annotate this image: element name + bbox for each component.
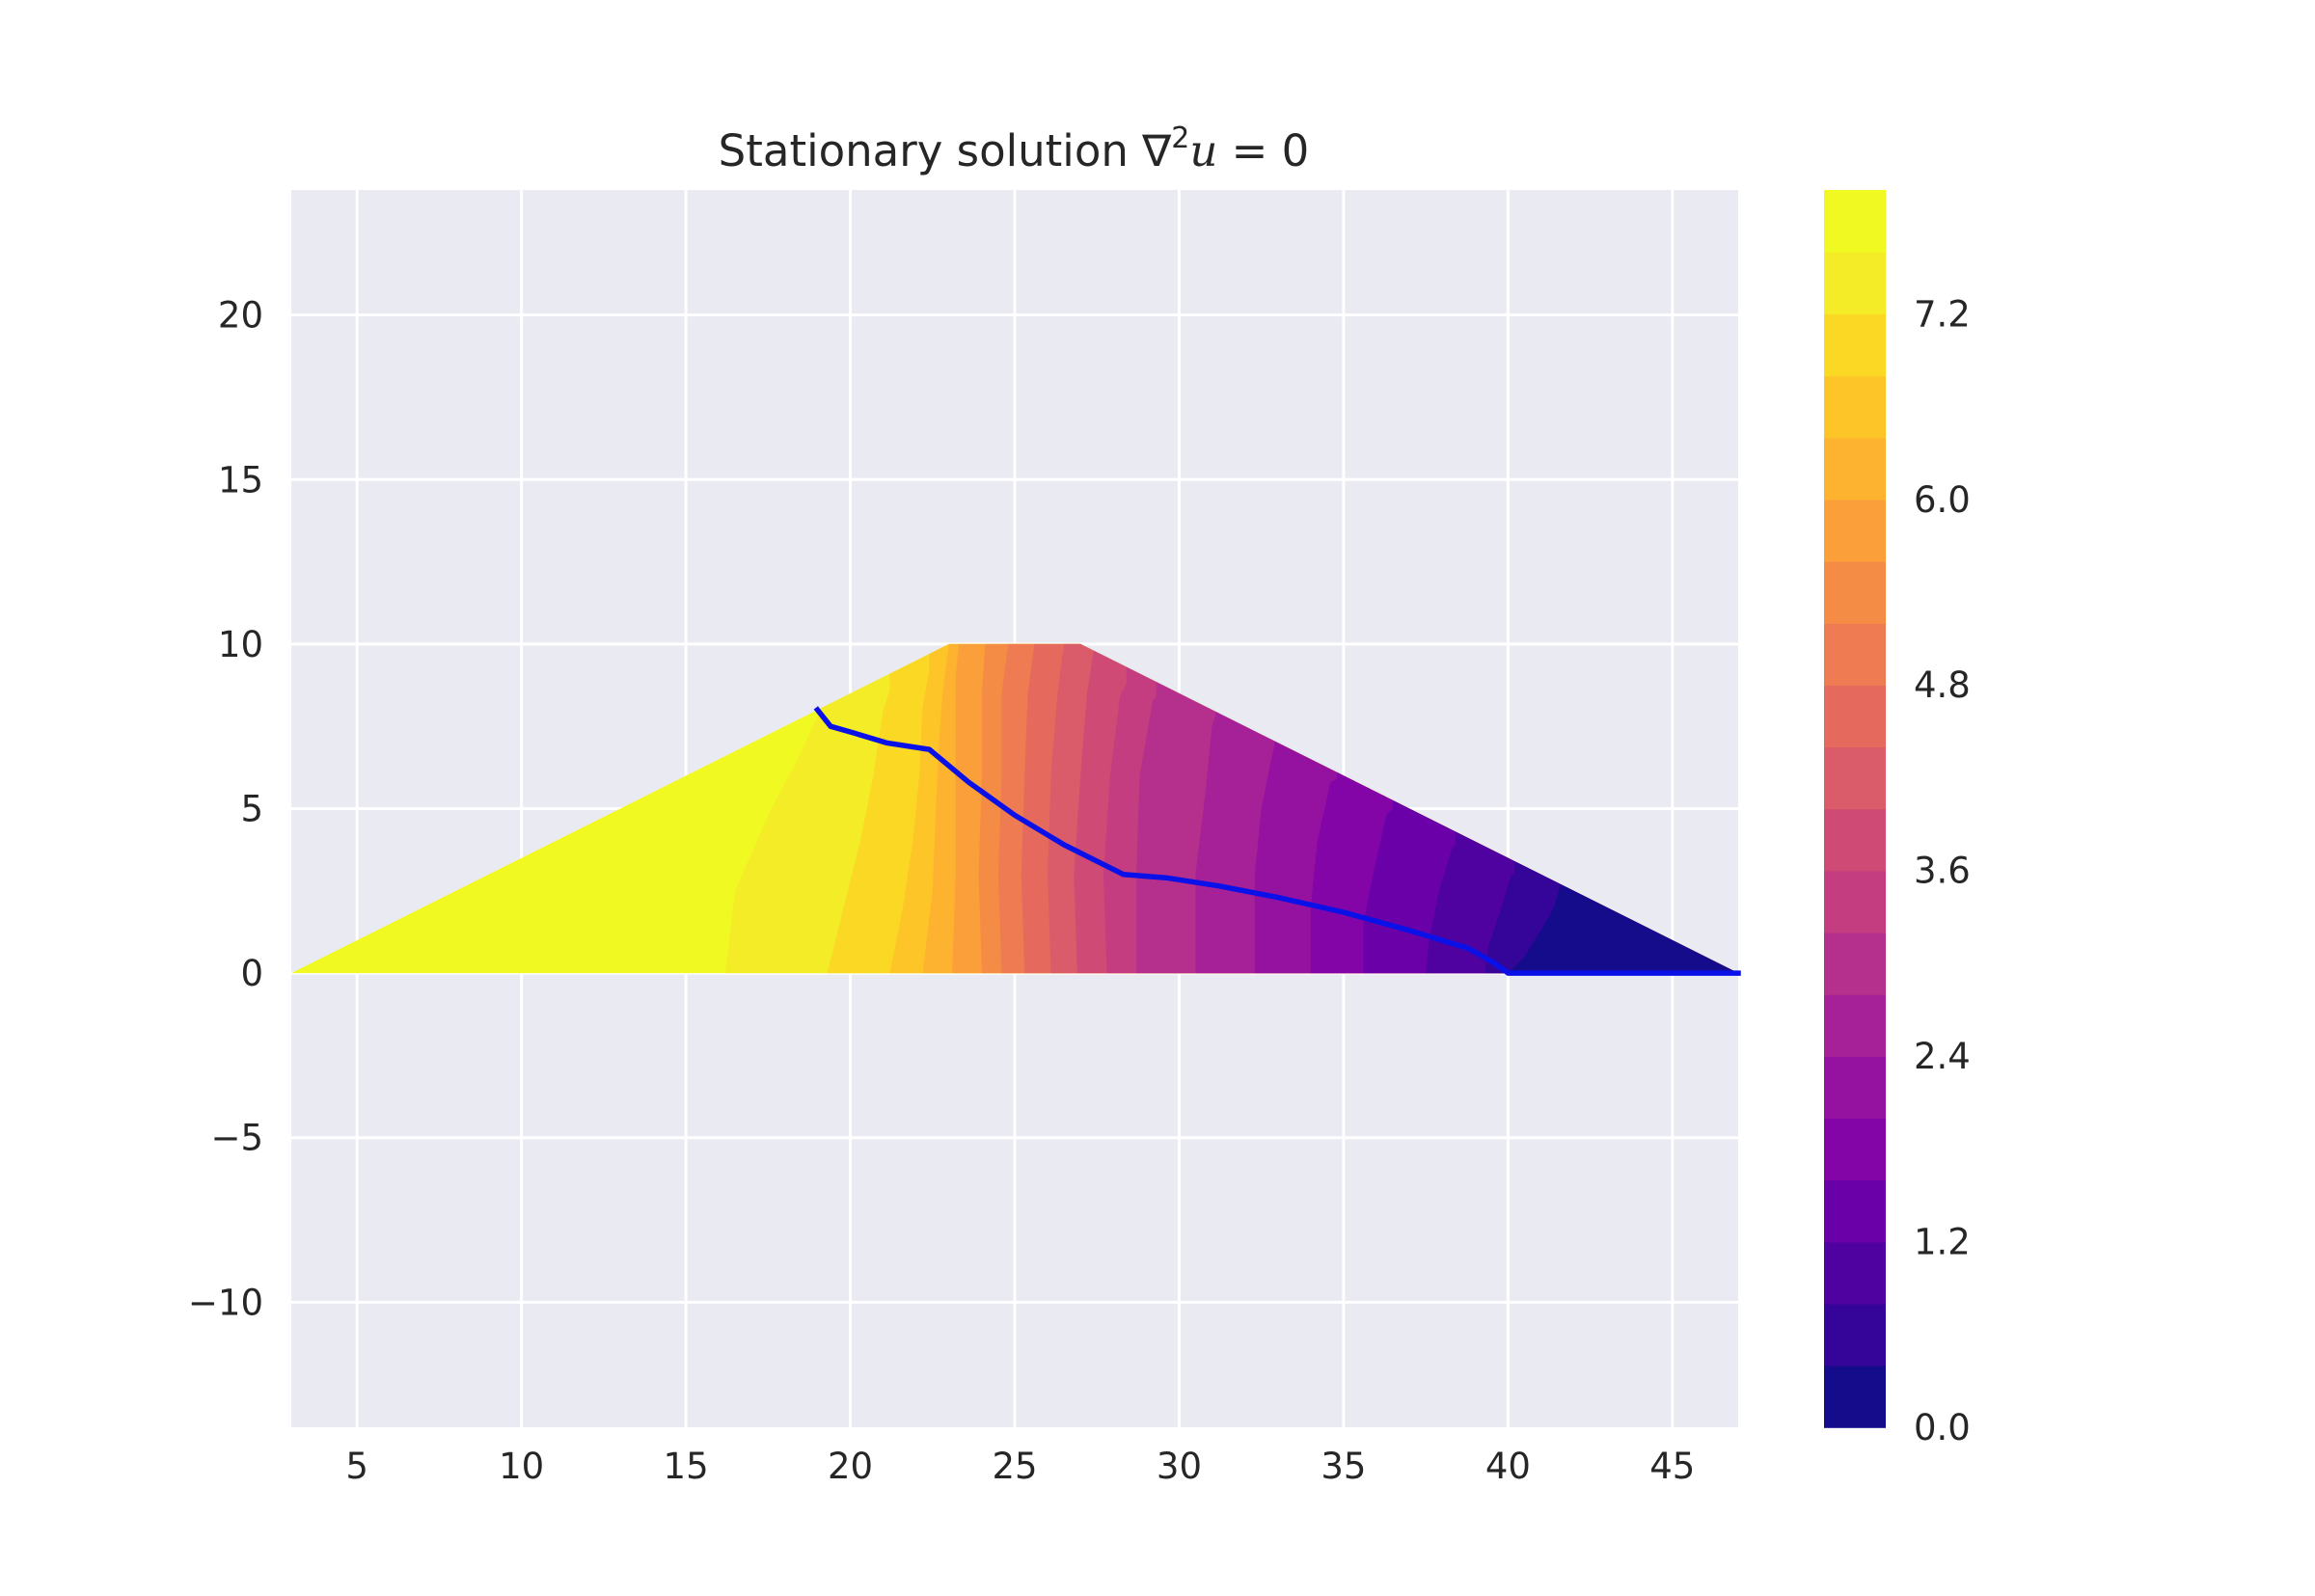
colorbar-band bbox=[1824, 746, 1886, 810]
colorbar-band bbox=[1824, 685, 1886, 748]
title-prefix: Stationary solution bbox=[719, 125, 1143, 176]
colorbar-tick-label: 0.0 bbox=[1914, 1407, 1971, 1448]
colorbar-band bbox=[1824, 499, 1886, 562]
colorbar-band bbox=[1824, 808, 1886, 872]
x-axis: 5 10 15 20 25 30 35 40 45 bbox=[345, 1446, 1695, 1487]
x-tick-label: 25 bbox=[992, 1446, 1037, 1487]
y-tick-label: 15 bbox=[218, 459, 263, 500]
x-tick-label: 20 bbox=[828, 1446, 873, 1487]
colorbar-band bbox=[1824, 932, 1886, 995]
colorbar-band bbox=[1824, 993, 1886, 1057]
y-tick-label: 20 bbox=[218, 295, 263, 337]
nabla-symbol: ∇ bbox=[1141, 125, 1172, 176]
colorbar-band bbox=[1824, 1056, 1886, 1120]
grid bbox=[291, 190, 1738, 1427]
colorbar-tick-label: 6.0 bbox=[1914, 479, 1971, 521]
series-layer bbox=[813, 706, 1741, 976]
title-exponent: 2 bbox=[1171, 122, 1189, 155]
colorbar-tick-label: 2.4 bbox=[1914, 1036, 1971, 1077]
colorbar-band bbox=[1824, 1179, 1886, 1243]
y-tick-label: 10 bbox=[218, 624, 263, 665]
colorbar-band bbox=[1824, 190, 1886, 253]
x-tick-label: 45 bbox=[1649, 1446, 1695, 1487]
x-tick-label: 10 bbox=[499, 1446, 544, 1487]
y-axis: 20 15 10 5 0 −5 −10 bbox=[188, 295, 263, 1324]
colorbar-band bbox=[1824, 1303, 1886, 1366]
y-tick-label: −5 bbox=[210, 1118, 263, 1159]
flow-line bbox=[813, 706, 1741, 976]
colorbar-tick-label: 4.8 bbox=[1914, 664, 1971, 706]
colorbar-band bbox=[1824, 1365, 1886, 1428]
colorbar-band bbox=[1824, 313, 1886, 377]
x-tick-label: 15 bbox=[664, 1446, 709, 1487]
colorbar-band bbox=[1824, 437, 1886, 500]
colorbar-band bbox=[1824, 560, 1886, 624]
x-tick-label: 5 bbox=[345, 1446, 368, 1487]
x-tick-label: 30 bbox=[1157, 1446, 1202, 1487]
chart-title: Stationary solution ∇2u = 0 bbox=[719, 122, 1310, 176]
colorbar-band bbox=[1824, 1241, 1886, 1305]
colorbar-band bbox=[1824, 870, 1886, 933]
y-tick-label: 5 bbox=[240, 789, 263, 830]
colorbar-band bbox=[1824, 623, 1886, 686]
y-tick-label: 0 bbox=[240, 953, 263, 994]
x-tick-label: 35 bbox=[1321, 1446, 1366, 1487]
title-suffix: = 0 bbox=[1217, 125, 1309, 176]
colorbar-tick-label: 7.2 bbox=[1914, 293, 1971, 335]
colorbar-tick-label: 3.6 bbox=[1914, 851, 1971, 892]
colorbar-band bbox=[1824, 252, 1886, 315]
colorbar-band bbox=[1824, 1118, 1886, 1181]
colorbar: 0.0 1.2 2.4 3.6 4.8 6.0 7.2 bbox=[1824, 190, 1971, 1448]
colorbar-band bbox=[1824, 375, 1886, 439]
x-tick-label: 40 bbox=[1485, 1446, 1531, 1487]
y-tick-label: −10 bbox=[188, 1282, 263, 1323]
title-variable: u bbox=[1189, 125, 1217, 176]
colorbar-tick-label: 1.2 bbox=[1914, 1222, 1971, 1263]
